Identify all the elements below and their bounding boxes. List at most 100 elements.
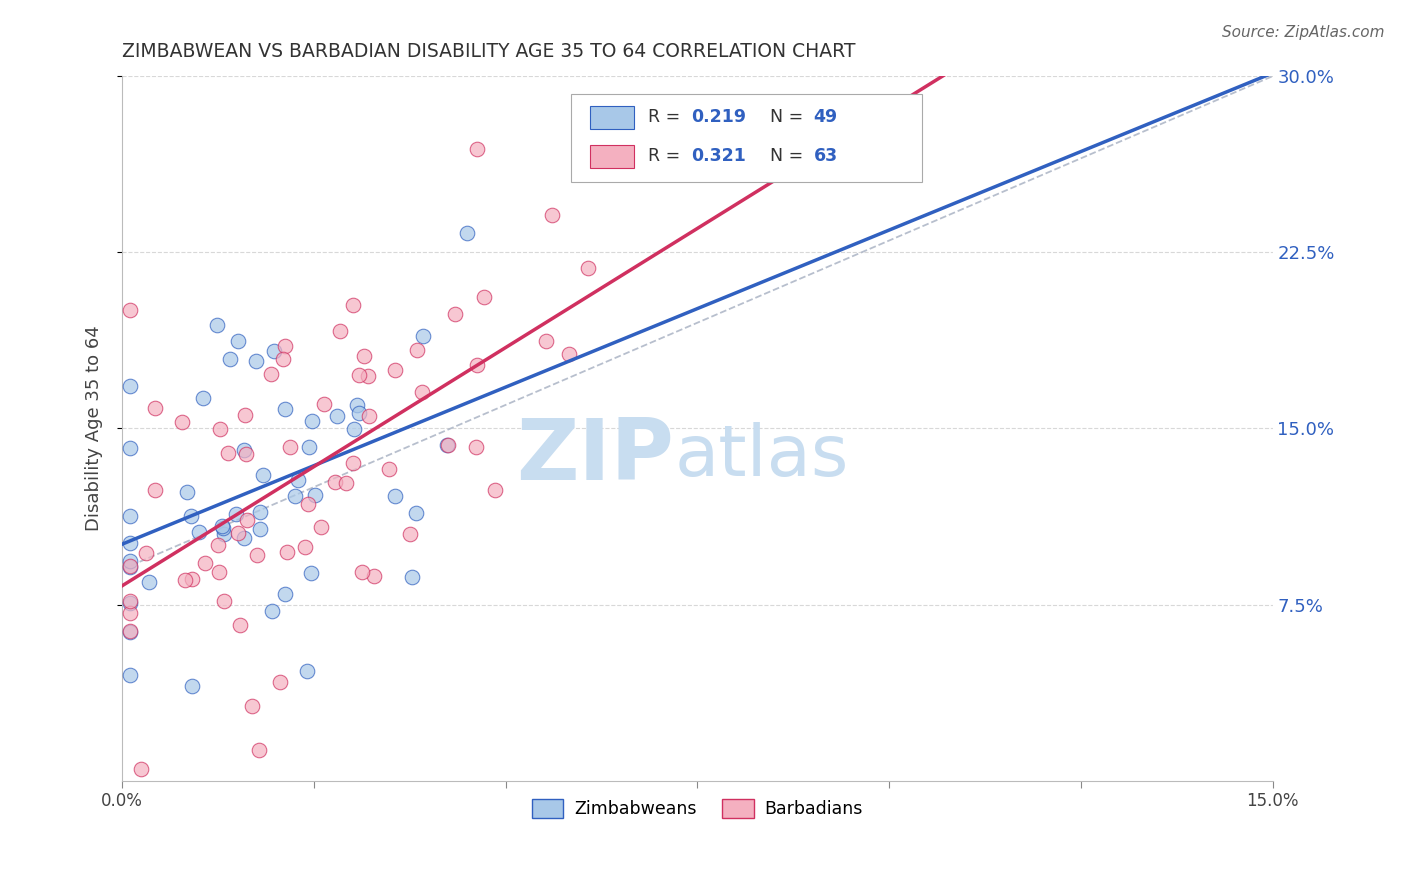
Point	[276, 545, 298, 559]
Point	[207, 565, 229, 579]
Text: ZIP: ZIP	[516, 415, 675, 498]
Point	[194, 556, 217, 570]
Text: N =: N =	[769, 108, 808, 126]
Point	[118, 668, 141, 682]
Text: R =: R =	[648, 108, 686, 126]
Point	[225, 507, 247, 521]
Point	[347, 368, 370, 382]
Text: 63: 63	[814, 147, 838, 165]
Point	[205, 318, 228, 332]
Point	[301, 415, 323, 429]
Point	[465, 143, 488, 157]
Point	[249, 505, 271, 519]
Point	[226, 334, 249, 348]
Point	[273, 338, 295, 352]
Point	[249, 522, 271, 536]
Point	[284, 489, 307, 503]
Point	[353, 349, 375, 363]
Point	[363, 569, 385, 583]
Point	[271, 351, 294, 366]
Point	[436, 437, 458, 451]
Point	[342, 456, 364, 470]
Point	[118, 560, 141, 574]
Point	[298, 440, 321, 454]
Point	[170, 415, 193, 429]
Point	[181, 572, 204, 586]
Point	[135, 546, 157, 560]
Point	[294, 540, 316, 554]
Point	[405, 506, 427, 520]
Text: 49: 49	[814, 108, 838, 126]
Point	[343, 422, 366, 436]
Point	[188, 524, 211, 539]
Point	[378, 462, 401, 476]
Point	[245, 354, 267, 368]
Point	[274, 587, 297, 601]
Point	[401, 570, 423, 584]
Point	[118, 302, 141, 317]
Point	[465, 358, 488, 372]
Point	[312, 397, 335, 411]
Point	[299, 566, 322, 580]
Text: R =: R =	[648, 147, 686, 165]
Point	[143, 401, 166, 416]
Point	[214, 527, 236, 541]
Point	[484, 483, 506, 497]
Point	[411, 384, 433, 399]
Point	[384, 489, 406, 503]
Point	[329, 324, 352, 338]
Point	[280, 440, 302, 454]
Point	[465, 440, 488, 454]
Text: ZIMBABWEAN VS BARBADIAN DISABILITY AGE 35 TO 64 CORRELATION CHART: ZIMBABWEAN VS BARBADIAN DISABILITY AGE 3…	[122, 42, 855, 61]
Point	[118, 442, 141, 456]
Point	[384, 363, 406, 377]
Point	[118, 378, 141, 392]
Point	[323, 475, 346, 489]
FancyBboxPatch shape	[571, 94, 921, 182]
Point	[260, 368, 283, 382]
Text: Source: ZipAtlas.com: Source: ZipAtlas.com	[1222, 25, 1385, 40]
Point	[412, 329, 434, 343]
Point	[118, 607, 141, 621]
Point	[180, 509, 202, 524]
Bar	[591, 106, 634, 129]
Point	[263, 344, 285, 359]
Point	[357, 369, 380, 384]
Point	[269, 675, 291, 690]
Point	[209, 422, 232, 436]
Point	[118, 554, 141, 568]
Point	[138, 574, 160, 589]
Point	[118, 624, 141, 638]
Point	[558, 347, 581, 361]
Point	[444, 307, 467, 321]
Point	[211, 519, 233, 533]
Point	[326, 409, 349, 424]
Point	[357, 409, 380, 423]
Point	[398, 527, 420, 541]
Point	[218, 351, 240, 366]
Text: 0.219: 0.219	[692, 108, 747, 126]
Point	[118, 509, 141, 524]
Point	[297, 497, 319, 511]
Point	[246, 548, 269, 562]
Point	[260, 604, 283, 618]
Point	[534, 334, 557, 348]
Point	[304, 488, 326, 502]
Point	[217, 446, 239, 460]
Point	[576, 260, 599, 275]
Point	[252, 468, 274, 483]
Point	[174, 573, 197, 587]
Point	[346, 399, 368, 413]
Point	[287, 473, 309, 487]
Text: N =: N =	[769, 147, 808, 165]
Point	[118, 625, 141, 640]
Point	[342, 297, 364, 311]
Point	[207, 538, 229, 552]
Point	[233, 409, 256, 423]
Point	[347, 406, 370, 420]
Point	[247, 743, 270, 757]
Point	[309, 520, 332, 534]
Point	[350, 566, 373, 580]
Bar	[591, 145, 634, 168]
Point	[118, 536, 141, 550]
